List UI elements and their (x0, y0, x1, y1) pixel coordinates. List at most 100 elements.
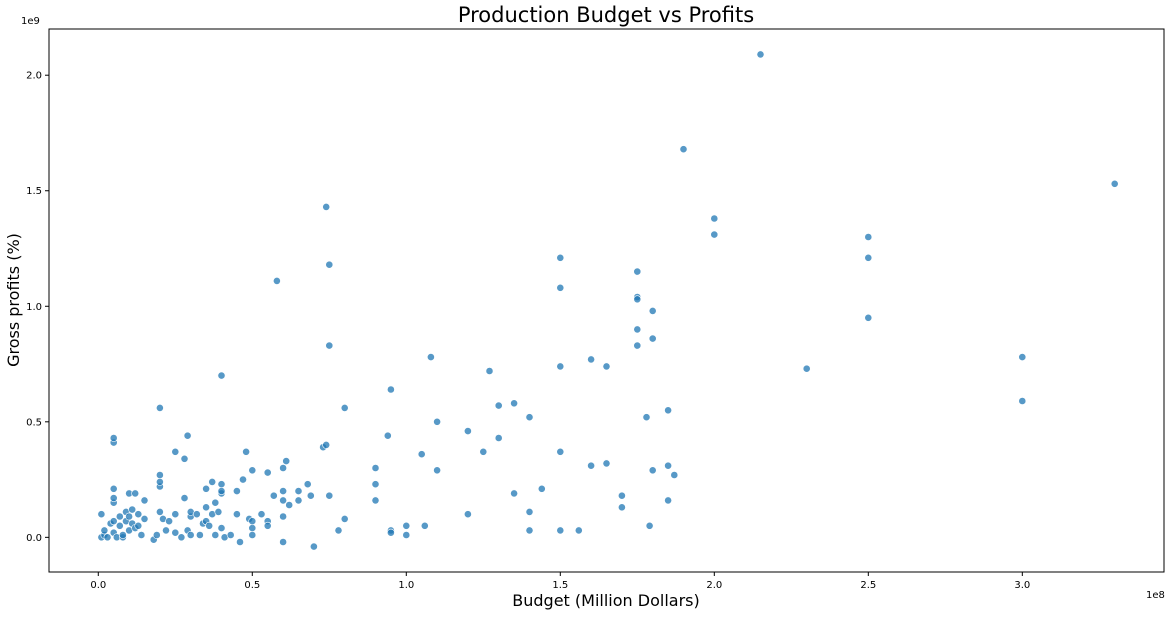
data-point (463, 427, 472, 435)
data-point (556, 253, 565, 262)
data-point (140, 515, 149, 523)
data-point (618, 503, 626, 512)
data-point (165, 517, 173, 526)
data-point (171, 510, 180, 519)
data-point (285, 501, 294, 509)
data-point (100, 526, 109, 535)
x-tick-label: 1.5 (552, 580, 568, 591)
data-point (602, 362, 611, 371)
data-point (494, 401, 503, 410)
data-point (633, 341, 642, 350)
data-point (239, 475, 247, 484)
data-point (217, 524, 226, 532)
chart-title: Production Budget vs Profits (458, 3, 754, 27)
data-point (402, 521, 411, 530)
data-point (109, 484, 118, 493)
data-point (211, 498, 220, 507)
plot-frame (48, 28, 1165, 573)
data-point (248, 524, 257, 532)
data-point (303, 480, 312, 489)
data-point (248, 531, 257, 539)
x-tick-label: 3.0 (1014, 580, 1030, 591)
data-point (645, 521, 654, 530)
data-point (371, 464, 380, 472)
data-point (155, 507, 164, 516)
data-point (103, 533, 112, 542)
data-point (171, 528, 180, 537)
y-offset-label: 1e9 (21, 16, 40, 27)
data-point (340, 403, 349, 412)
y-axis-ticks: 0.0 0.5 1.0 1.5 2.0 (26, 71, 49, 544)
y-tick-label: 1.5 (26, 186, 42, 197)
data-point (279, 538, 287, 546)
data-point (587, 355, 595, 364)
data-point (263, 468, 272, 477)
data-point (205, 521, 214, 530)
data-point (325, 341, 334, 350)
data-point (426, 353, 435, 361)
data-point (119, 531, 127, 539)
data-point (279, 496, 287, 505)
data-point (618, 491, 626, 500)
data-point (248, 517, 257, 526)
data-point (134, 510, 143, 519)
data-point (294, 496, 303, 505)
data-point (334, 526, 343, 535)
data-point (140, 496, 149, 505)
data-point (664, 461, 672, 470)
x-axis-label: Budget (Million Dollars) (512, 591, 699, 610)
data-point (294, 487, 303, 495)
data-point (279, 464, 287, 472)
data-point (177, 533, 186, 542)
data-point (802, 364, 811, 373)
data-point (309, 542, 318, 551)
data-point (510, 399, 518, 408)
data-point (463, 510, 472, 519)
data-point (322, 202, 331, 211)
data-point (109, 434, 118, 442)
data-point (525, 507, 534, 516)
data-point (226, 531, 235, 539)
data-point (162, 526, 170, 535)
data-point (633, 295, 642, 304)
data-point (648, 466, 657, 475)
data-point (128, 505, 137, 514)
x-tick-label: 1.0 (398, 580, 414, 591)
data-point (648, 306, 657, 315)
data-point (208, 477, 217, 486)
y-tick-label: 0.0 (26, 533, 42, 544)
data-point (279, 512, 287, 521)
data-point (134, 521, 143, 530)
data-point (602, 459, 611, 468)
x-tick-label: 2.0 (706, 580, 722, 591)
data-point (272, 276, 281, 285)
data-point (325, 260, 334, 269)
y-tick-label: 1.0 (26, 302, 42, 313)
data-point (510, 489, 518, 498)
data-point (433, 417, 441, 426)
y-tick-label: 2.0 (26, 71, 42, 82)
data-point (433, 466, 441, 475)
data-point (155, 403, 164, 412)
data-point (371, 496, 380, 505)
data-point (386, 385, 395, 394)
x-offset-label: 1e8 (1146, 590, 1165, 601)
data-point (670, 471, 679, 479)
data-point (556, 526, 565, 535)
data-point (155, 477, 164, 486)
data-point (556, 447, 565, 456)
data-point (648, 334, 657, 343)
data-point (864, 233, 873, 241)
data-point (115, 512, 124, 521)
data-point (282, 457, 291, 465)
data-point (137, 531, 146, 539)
data-point (417, 450, 426, 459)
data-point (633, 325, 642, 334)
data-point (537, 484, 546, 493)
data-point (325, 491, 334, 500)
data-point (279, 487, 287, 495)
data-point (1018, 353, 1027, 361)
data-point (236, 538, 244, 546)
data-point (242, 447, 250, 456)
